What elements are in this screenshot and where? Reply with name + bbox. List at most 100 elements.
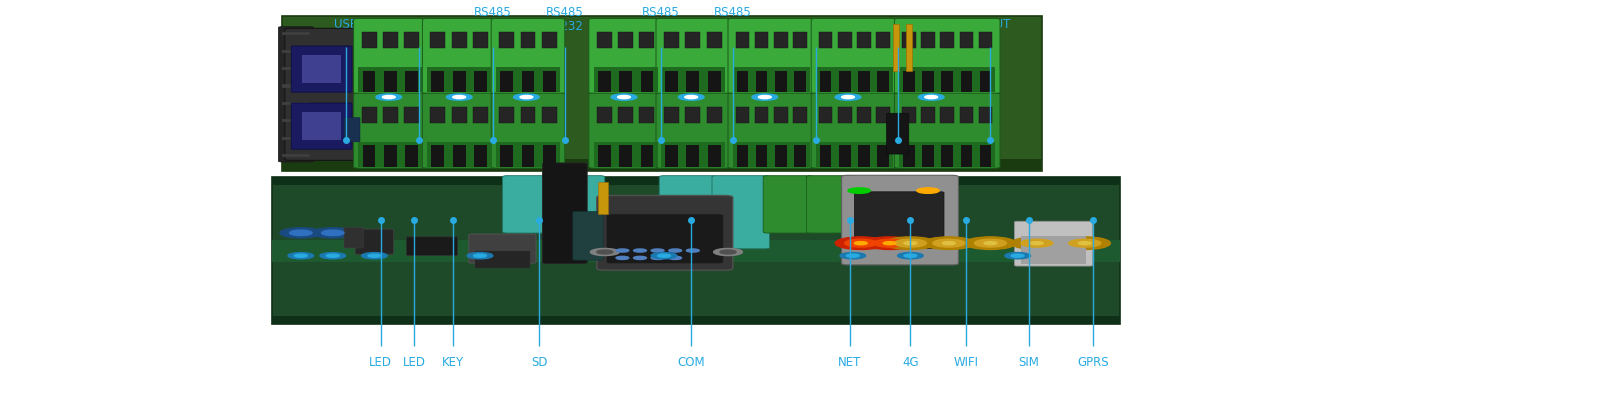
Text: RS485
RS232: RS485 RS232 — [714, 6, 752, 33]
Bar — [755, 145, 768, 167]
Circle shape — [1078, 242, 1091, 245]
Bar — [858, 70, 870, 92]
Circle shape — [685, 95, 698, 99]
Circle shape — [864, 237, 915, 250]
Circle shape — [720, 250, 736, 254]
Bar — [736, 107, 749, 123]
Circle shape — [1021, 239, 1053, 247]
Bar — [405, 32, 419, 48]
Circle shape — [904, 242, 917, 245]
Circle shape — [933, 239, 965, 247]
Bar — [618, 107, 634, 123]
Bar — [736, 70, 749, 92]
Circle shape — [925, 95, 938, 99]
Bar — [282, 50, 310, 53]
Text: WIFI: WIFI — [954, 356, 979, 369]
Circle shape — [835, 94, 861, 100]
Circle shape — [616, 256, 629, 259]
Bar — [405, 107, 419, 123]
Bar — [941, 107, 954, 123]
Bar — [594, 141, 658, 167]
Text: GPRS: GPRS — [1077, 356, 1109, 369]
Bar — [272, 316, 1120, 324]
Bar — [733, 141, 810, 167]
Circle shape — [848, 188, 870, 193]
Bar — [618, 32, 634, 48]
Circle shape — [1005, 253, 1030, 259]
Circle shape — [520, 95, 533, 99]
Bar — [686, 145, 699, 167]
Circle shape — [651, 249, 664, 252]
Circle shape — [634, 249, 646, 252]
Bar — [686, 70, 699, 92]
Circle shape — [974, 239, 1006, 247]
Bar — [664, 32, 678, 48]
Bar — [282, 119, 310, 122]
FancyBboxPatch shape — [811, 93, 898, 168]
Circle shape — [312, 228, 354, 238]
Circle shape — [965, 237, 1016, 250]
Circle shape — [651, 253, 677, 259]
Bar — [941, 32, 954, 48]
Bar — [640, 107, 654, 123]
FancyBboxPatch shape — [422, 18, 496, 94]
FancyBboxPatch shape — [763, 176, 813, 233]
Bar — [542, 32, 557, 48]
Bar — [362, 32, 376, 48]
Bar — [640, 70, 653, 92]
Bar — [272, 240, 1120, 263]
Bar — [858, 107, 870, 123]
Text: LED: LED — [403, 356, 426, 369]
Circle shape — [616, 249, 629, 252]
Bar — [858, 32, 870, 48]
Circle shape — [362, 253, 387, 259]
Circle shape — [446, 94, 472, 100]
Circle shape — [590, 248, 619, 255]
FancyBboxPatch shape — [597, 195, 733, 270]
Text: RS485
RS232: RS485 RS232 — [642, 6, 680, 33]
FancyBboxPatch shape — [656, 93, 730, 168]
Circle shape — [669, 249, 682, 252]
Circle shape — [984, 242, 997, 245]
Circle shape — [678, 94, 704, 100]
FancyBboxPatch shape — [573, 211, 603, 260]
Circle shape — [368, 254, 381, 257]
FancyBboxPatch shape — [291, 46, 352, 92]
Bar — [736, 145, 749, 167]
Bar — [819, 70, 832, 92]
Text: COM: COM — [677, 356, 706, 369]
Circle shape — [467, 253, 493, 259]
Circle shape — [845, 239, 877, 247]
Circle shape — [842, 95, 854, 99]
Bar — [979, 32, 992, 48]
FancyBboxPatch shape — [894, 93, 1000, 168]
FancyBboxPatch shape — [422, 93, 496, 168]
FancyBboxPatch shape — [406, 237, 458, 255]
Bar — [597, 32, 611, 48]
FancyBboxPatch shape — [344, 118, 360, 142]
Bar — [427, 141, 491, 167]
Bar — [838, 70, 851, 92]
Circle shape — [714, 248, 742, 255]
Circle shape — [294, 254, 307, 257]
Bar — [453, 70, 466, 92]
Circle shape — [1069, 239, 1101, 247]
Bar — [899, 141, 995, 167]
Bar — [520, 32, 536, 48]
Circle shape — [752, 94, 778, 100]
Bar — [427, 67, 491, 92]
FancyBboxPatch shape — [589, 93, 662, 168]
Circle shape — [611, 94, 637, 100]
Bar — [707, 32, 722, 48]
Bar — [960, 107, 973, 123]
Bar — [499, 32, 514, 48]
FancyBboxPatch shape — [606, 214, 723, 263]
Bar — [979, 107, 992, 123]
Text: KEY: KEY — [442, 356, 464, 369]
Bar — [453, 145, 466, 167]
Bar — [877, 107, 890, 123]
Bar — [960, 70, 973, 92]
Bar — [362, 107, 376, 123]
FancyBboxPatch shape — [550, 176, 605, 233]
Circle shape — [618, 95, 630, 99]
